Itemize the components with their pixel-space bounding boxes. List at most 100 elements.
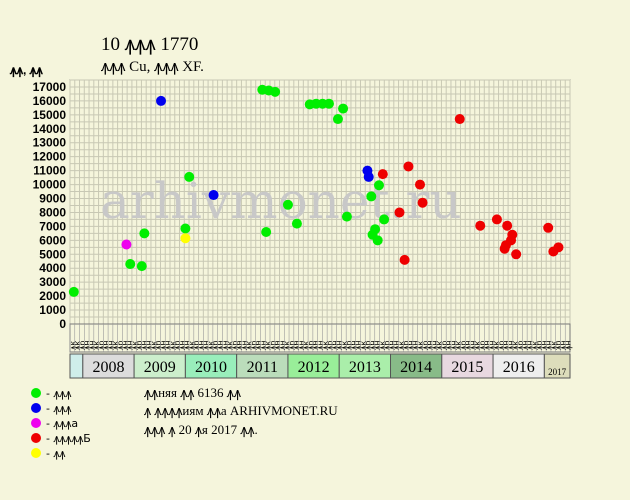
data-point [475,220,486,231]
data-point [394,207,405,218]
year-label: 2008 [92,359,124,376]
year-label: 2010 [195,359,227,376]
data-point [511,249,522,260]
month-label: ꙟн [273,340,282,350]
month-label: ꙟк [340,341,349,350]
data-point [553,242,564,253]
month-label: ꙟр [326,341,335,350]
year-label: 2016 [503,359,535,376]
month-label: ꙟк [168,341,177,350]
y-tick-label: 4000 [39,261,66,275]
month-label: ꙟн [106,340,115,350]
data-point [372,235,383,246]
month-label: ꙟн [487,340,496,350]
year-band [492,353,545,379]
month-label: ꙟн [468,340,477,350]
month-label: ꙟк [473,341,482,350]
month-label: ꙟк [111,341,120,350]
y-tick-label: 2000 [39,289,66,303]
year-label: 2011 [247,359,278,376]
month-label: ꙟр [345,341,354,350]
data-points [68,84,564,297]
grid-lines [69,79,571,325]
note-average: ꙟꙟняя ꙟꙟ 6136 ꙟꙟ [144,385,242,401]
month-label: ꙟр [535,341,544,350]
month-label: ꙟн [349,340,358,350]
month-label: ꙟк [549,341,558,350]
month-label: ꙟр [116,341,125,350]
data-point [338,103,349,114]
month-label: ꙟр [173,341,182,350]
month-label: ꙟн [240,340,249,350]
data-point [282,199,293,210]
month-label: ꙟн [502,340,511,350]
month-label: ꙟр [459,341,468,350]
data-point [139,228,150,239]
data-point [403,161,414,172]
month-label: ꙟн [526,340,535,350]
plot-background [69,79,571,325]
month-label: ꙟн [145,340,154,350]
legend-label: - ꙟꙟ [46,447,65,460]
month-label: ꙟк [283,341,292,350]
year-label: 2015 [451,359,483,376]
month-label: ꙟк [492,341,501,350]
y-tick-label: 0 [59,317,66,331]
month-label: ꙟн [278,340,287,350]
year-label: 2009 [144,359,176,376]
month-label: ꙟн [483,340,492,350]
month-label: ꙟн [464,340,473,350]
month-label: ꙟн [564,340,573,350]
month-label: ꙟр [306,341,315,350]
month-label: ꙟн [259,340,268,350]
month-label: ꙟк [321,341,330,350]
month-label: ꙟк [435,341,444,350]
month-label: ꙟн [540,340,549,350]
month-label: ꙟк [378,341,387,350]
data-point [363,171,374,182]
data-point [208,190,219,201]
month-label: ꙟн [392,340,401,350]
y-tick-label: 11000 [33,164,66,178]
y-tick-label: 16000 [33,94,67,108]
month-label: ꙟн [406,340,415,350]
month-label: ꙟн [216,340,225,350]
month-label: ꙟк [68,341,77,350]
legend-marker [31,433,41,443]
note-source: ꙟ ꙟꙟꙟꙟиям ꙟꙟа ARHIVMONET.RU [144,403,338,419]
month-label: ꙟн [521,340,530,350]
month-label: ꙟк [92,341,101,350]
y-tick-label: 3000 [39,275,66,289]
data-point [543,222,554,233]
month-label: ꙟк [206,341,215,350]
y-tick-label: 7000 [39,219,66,233]
month-label: ꙟк [149,341,158,350]
month-label: ꙟр [287,341,296,350]
legend-marker [31,388,41,398]
data-point [399,254,410,265]
legend-label: - ꙟꙟꙟꙟꙟБ [46,432,91,445]
data-point [68,286,79,297]
data-point [291,218,302,229]
month-label: ꙟр [154,341,163,350]
month-label: ꙟр [230,341,239,350]
data-point [502,220,513,231]
month-label: ꙟн [445,340,454,350]
year-band [82,353,135,379]
data-point [270,86,281,97]
month-label: ꙟк [130,341,139,350]
month-label: ꙟн [368,340,377,350]
y-tick-label: 15000 [33,108,67,122]
y-tick-label: 17000 [33,80,67,94]
x-axis-half-year-labels: ꙟкꙟкꙟрꙟнꙟнꙟкꙟрꙟнꙟнꙟкꙟрꙟнꙟнꙟкꙟрꙟнꙟнꙟкꙟрꙟн… [68,323,573,353]
month-label: ꙟк [454,341,463,350]
data-point [377,169,388,180]
data-point [332,114,343,125]
note-date: ꙟꙟꙟ ꙟ 20 ꙟя 2017 ꙟꙟ. [144,422,258,438]
month-label: ꙟн [311,340,320,350]
month-label: ꙟк [530,341,539,350]
month-label: ꙟк [359,341,368,350]
year-band [338,353,392,379]
y-tick-label: 14000 [33,122,67,136]
data-point [261,226,272,237]
